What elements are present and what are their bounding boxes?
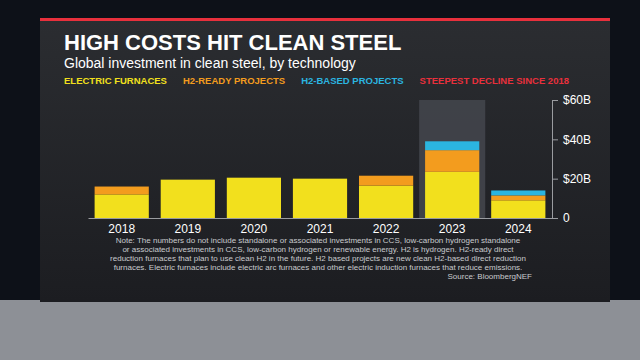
legend: ELECTRIC FURNACES H2-READY PROJECTS H2-BAS…	[64, 75, 569, 86]
bar	[293, 178, 347, 179]
tick-label: 2021	[307, 222, 334, 236]
note: Note: The numbers do not include standal…	[110, 236, 526, 272]
bar	[425, 172, 479, 218]
note-line: reduction furnaces that plan to use clea…	[110, 254, 526, 263]
tick: 2021	[307, 218, 334, 236]
background	[0, 0, 640, 360]
bar	[161, 180, 215, 218]
bar	[293, 179, 347, 218]
highlight	[419, 100, 485, 218]
tick: $20B	[552, 172, 591, 186]
tick-mark	[552, 218, 558, 219]
tick: 2024	[505, 218, 532, 236]
note-line: or associated investments in CCS, low-ca…	[122, 245, 514, 254]
bar	[425, 150, 479, 172]
legend-entry: ELECTRIC FURNACES	[64, 75, 167, 86]
bar	[95, 187, 149, 195]
axis-line	[553, 101, 559, 219]
bar	[95, 194, 149, 218]
tick-label: 0	[563, 211, 570, 225]
subtitle: Global investment in clean steel, by tec…	[64, 55, 356, 71]
tick: 0	[552, 211, 570, 225]
tick: 2022	[373, 218, 400, 236]
bar	[293, 178, 347, 179]
tick-label: 2019	[174, 222, 201, 236]
floor	[0, 300, 640, 360]
bar	[227, 178, 281, 218]
title: HIGH COSTS HIT CLEAN STEEL	[64, 30, 401, 55]
tick: $40B	[552, 133, 591, 147]
bar	[227, 177, 281, 178]
bar	[359, 176, 413, 186]
legend-entry: H2-READY PROJECTS	[183, 75, 285, 86]
tick-label: $60B	[563, 93, 591, 107]
tick-label: 2018	[108, 222, 135, 236]
tick: 2020	[241, 218, 268, 236]
bar	[161, 179, 215, 180]
tick: 2023	[439, 218, 466, 236]
bar	[161, 179, 215, 180]
bar	[95, 186, 149, 187]
y-axis: 0 $20B $40B $60B	[552, 93, 591, 225]
legend-entry: H2-BASED PROJECTS	[301, 75, 403, 86]
bars	[95, 141, 546, 218]
tick-mark	[552, 139, 558, 140]
axis-line	[89, 218, 553, 219]
note-line: furnaces. Electric furnaces include elec…	[114, 263, 523, 272]
tick-label: 2024	[505, 222, 532, 236]
tick-label: 2023	[439, 222, 466, 236]
note-line: Note: The numbers do not include standal…	[116, 236, 521, 245]
annotation: STEEPEST DECLINE SINCE 2018	[420, 75, 569, 86]
bar	[491, 200, 545, 218]
source: Source: BloombergNEF	[448, 272, 533, 281]
accent-line	[40, 18, 610, 21]
tick-label: 2022	[373, 222, 400, 236]
x-axis: 2018 2019 2020 2021 2022 2023 2024	[89, 218, 553, 236]
bar	[491, 190, 545, 195]
tick-mark	[552, 179, 558, 180]
tick-mark	[552, 100, 558, 101]
chart: HIGH COSTS HIT CLEAN STEELGlobal investm…	[0, 0, 640, 360]
bar	[359, 186, 413, 218]
tick-label: $20B	[563, 172, 591, 186]
tick-label: 2020	[241, 222, 268, 236]
bar	[227, 177, 281, 178]
bar	[359, 175, 413, 176]
bar	[425, 141, 479, 150]
tick-label: $40B	[563, 133, 591, 147]
bar	[491, 195, 545, 200]
panel	[40, 18, 610, 302]
tick: $60B	[552, 93, 591, 107]
tick: 2019	[174, 218, 201, 236]
tick: 2018	[108, 218, 135, 236]
